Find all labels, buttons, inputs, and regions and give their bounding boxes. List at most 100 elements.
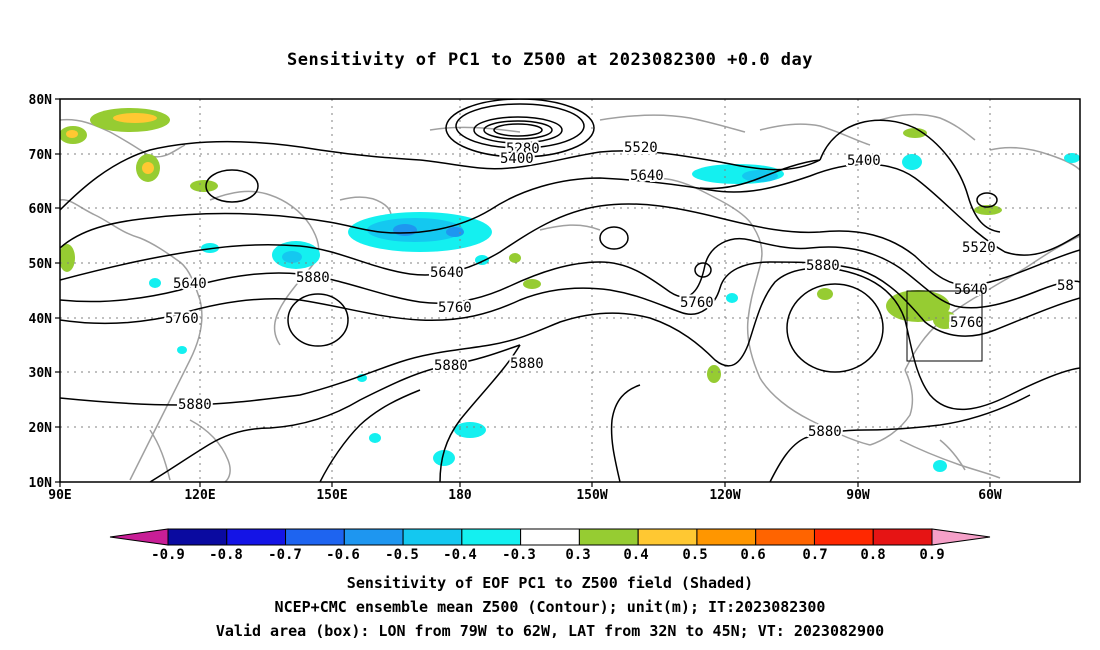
colorbar [109,528,991,546]
colorbar-label: 0.5 [682,547,707,563]
colorbar-label: -0.3 [502,547,536,563]
shade-patch [433,450,455,466]
colorbar-label: 0.3 [565,547,590,563]
colorbar-label: -0.6 [326,547,360,563]
shade-patch [60,244,75,272]
shade-patch [393,224,417,236]
lon-label: 120E [184,488,215,503]
contour-label: 5520 [624,140,658,156]
colorbar-box [285,528,345,546]
shade-patch [142,162,154,174]
caption-valid-area: Valid area (box): LON from 79W to 62W, L… [215,622,885,640]
colorbar-box [872,528,933,546]
shade-patch [177,346,187,354]
lon-label: 90W [846,488,870,503]
lon-label: 120W [709,488,740,503]
colorbar-label: 0.7 [802,547,827,563]
colorbar-box [520,528,580,546]
colorbar-box [637,528,698,546]
lon-label: 150E [316,488,347,503]
colorbar-box [813,528,874,546]
lon-label: 180 [448,488,472,503]
lat-label: 50N [29,257,53,272]
colorbar-high-triangle [931,528,991,546]
lat-label: 20N [29,421,53,436]
colorbar-label: -0.9 [151,547,185,563]
colorbar-box [578,528,639,546]
lat-label: 60N [29,202,53,217]
colorbar-label: 0.6 [740,547,765,563]
colorbar-label: 0.4 [623,547,648,563]
contour-label: 5760 [950,315,984,331]
shade-patch [509,253,521,263]
colorbar-box [755,528,815,546]
colorbar-box [461,528,522,546]
lat-label: 10N [29,476,53,491]
colorbar-label: -0.8 [209,547,243,563]
tick-marks [55,98,991,487]
caption-contour: NCEP+CMC ensemble mean Z500 (Contour); u… [274,598,826,616]
shade-patch [974,205,1002,215]
shade-patch [190,180,218,192]
colorbar-box [226,528,287,546]
lat-label: 80N [29,93,53,108]
plot-frame [59,98,1081,483]
caption-shading: Sensitivity of EOF PC1 to Z500 field (Sh… [346,574,754,592]
latitude-labels: 80N 70N 60N 50N 40N 30N 20N 10N [29,93,53,491]
shade-patch [282,251,302,263]
lat-label: 40N [29,312,53,327]
contour-label: 5640 [173,276,207,292]
shade-patch [523,279,541,289]
lon-label: 90E [48,488,71,503]
colorbar-box [343,528,404,546]
shade-patch [707,365,721,383]
colorbar-label: -0.7 [268,547,302,563]
colorbar-low-triangle [109,528,169,546]
contour-label: 5880 [806,258,840,274]
colorbar-label: -0.4 [443,547,477,563]
valid-area-box [906,290,983,362]
shade-patch [149,278,161,288]
shade-patch [933,311,957,329]
map-title: Sensitivity of PC1 to Z500 at 2023082300… [286,50,813,70]
colorbar-box [696,528,757,546]
contour-label: 5880 [808,424,842,440]
lat-label: 70N [29,148,53,163]
contour-label: 5520 [962,240,996,256]
lon-label: 60W [978,488,1002,503]
shade-patch [933,460,947,472]
contour-label: 5760 [438,300,472,316]
shade-patch [817,288,833,300]
shade-patch [903,128,927,138]
contour-label: 58 [1057,278,1074,294]
colorbar-box [167,528,228,546]
shade-patch [66,130,78,138]
shade-patch [454,422,486,438]
colorbar-box [402,528,463,546]
shade-patch [369,433,381,443]
contour-label: 5880 [510,356,544,372]
contour-label: 5400 [847,153,881,169]
shade-patch [1064,153,1080,163]
contour-label: 5280 [506,141,540,157]
shade-patch [902,154,922,170]
contour-labels: 5280 5400 5520 5640 5400 5520 5640 5760 … [163,138,1076,442]
colorbar-label: 0.8 [860,547,885,563]
contour-label: 5640 [630,168,664,184]
contour-label: 5880 [296,270,330,286]
contour-label: 5760 [165,311,199,327]
contour-label: 5880 [178,397,212,413]
shade-patch [742,170,778,182]
lon-label: 150W [576,488,607,503]
lat-label: 30N [29,366,53,381]
longitude-labels: 90E 120E 150E 180 150W 120W 90W 60W [48,488,1002,503]
contour-label: 5640 [430,265,464,281]
colorbar-label: -0.5 [385,547,419,563]
shade-patch [201,243,219,253]
z500-contours [60,99,1080,482]
shade-patch [113,113,157,123]
contour-label: 5640 [954,282,988,298]
shade-patch [726,293,738,303]
contour-label: 5760 [680,295,714,311]
